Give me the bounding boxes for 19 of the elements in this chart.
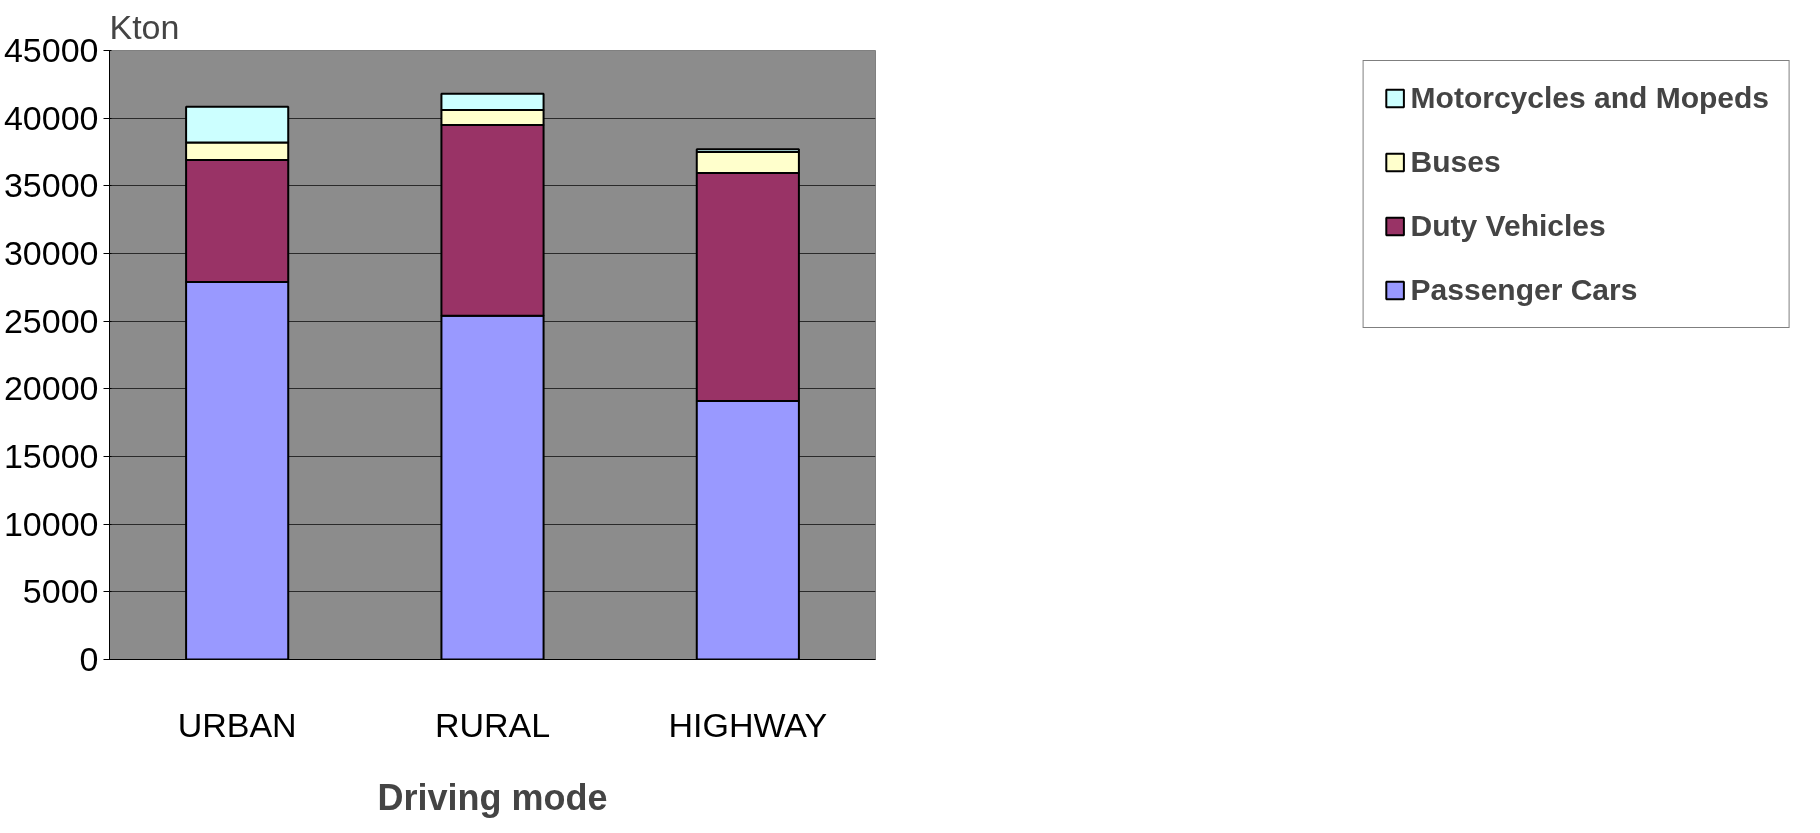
x-tick-label: HIGHWAY: [668, 705, 828, 744]
x-tick-label: URBAN: [177, 705, 297, 744]
y-tick-label: 45000: [3, 31, 99, 69]
y-tick-label: 5000: [22, 572, 99, 611]
y-tick-label: 20000: [3, 369, 99, 408]
y-tick-label: 15000: [3, 437, 99, 475]
y-tick-label: 0: [79, 640, 99, 678]
legend-label: Motorcycles and Mopeds: [1410, 81, 1769, 115]
x-tick-label: RURAL: [434, 705, 551, 744]
y-axis-title: Kton: [109, 7, 180, 46]
y-tick-label: 10000: [3, 504, 99, 543]
y-tick-label: 40000: [3, 98, 99, 137]
legend-label: Duty Vehicles: [1410, 209, 1606, 243]
legend-label: Buses: [1410, 145, 1501, 179]
y-tick-label: 30000: [3, 234, 99, 272]
y-tick-label: 25000: [3, 301, 99, 340]
legend-label: Passenger Cars: [1410, 273, 1638, 307]
y-tick-label: 35000: [3, 166, 99, 205]
x-axis-title: Driving mode: [377, 776, 608, 818]
